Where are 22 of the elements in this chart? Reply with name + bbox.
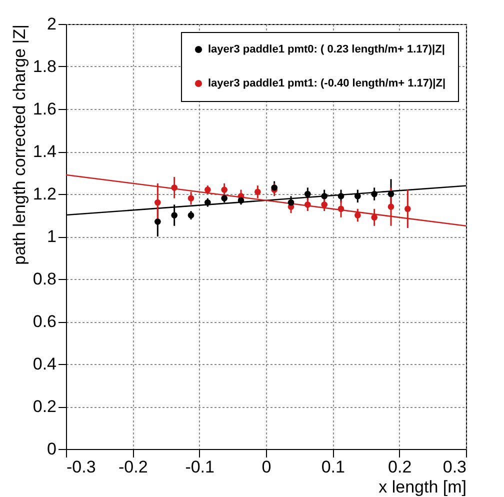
legend-label: layer3 paddle1 pmt1: (-0.40 length/m+ 1.17)|Z| <box>208 78 446 90</box>
y-tick-label: 0.2 <box>32 397 56 416</box>
x-tick-label: -0.2 <box>118 458 148 476</box>
y-tick-label: 2 <box>47 14 56 34</box>
y-tick-label: 0.6 <box>32 312 56 331</box>
y-tick-label: 0 <box>47 440 56 458</box>
x-tick-label: 0.1 <box>321 458 345 476</box>
y-axis-title: path length corrected charge |Z| <box>10 24 29 265</box>
x-tick-label: 0.2 <box>388 458 412 476</box>
y-tick-label: 1.8 <box>32 57 56 76</box>
x-axis-title: x length [m] <box>378 478 466 496</box>
x-tick-label: -0.1 <box>185 458 214 476</box>
x-tick-label: 0 <box>262 458 272 476</box>
y-tick-label: 0.8 <box>32 270 56 288</box>
y-tick-label: 1.6 <box>32 100 56 118</box>
legend-label: layer3 paddle1 pmt0: ( 0.23 length/m+ 1.17)|Z| <box>208 44 445 56</box>
y-tick-label: 0.4 <box>32 354 56 374</box>
x-tick-label: 0.3 <box>442 458 466 476</box>
y-tick-label: 1 <box>47 227 56 246</box>
y-tick-label: 1.4 <box>32 142 56 161</box>
y-tick-label: 1.2 <box>32 184 56 204</box>
x-tick-label: -0.3 <box>66 458 96 476</box>
